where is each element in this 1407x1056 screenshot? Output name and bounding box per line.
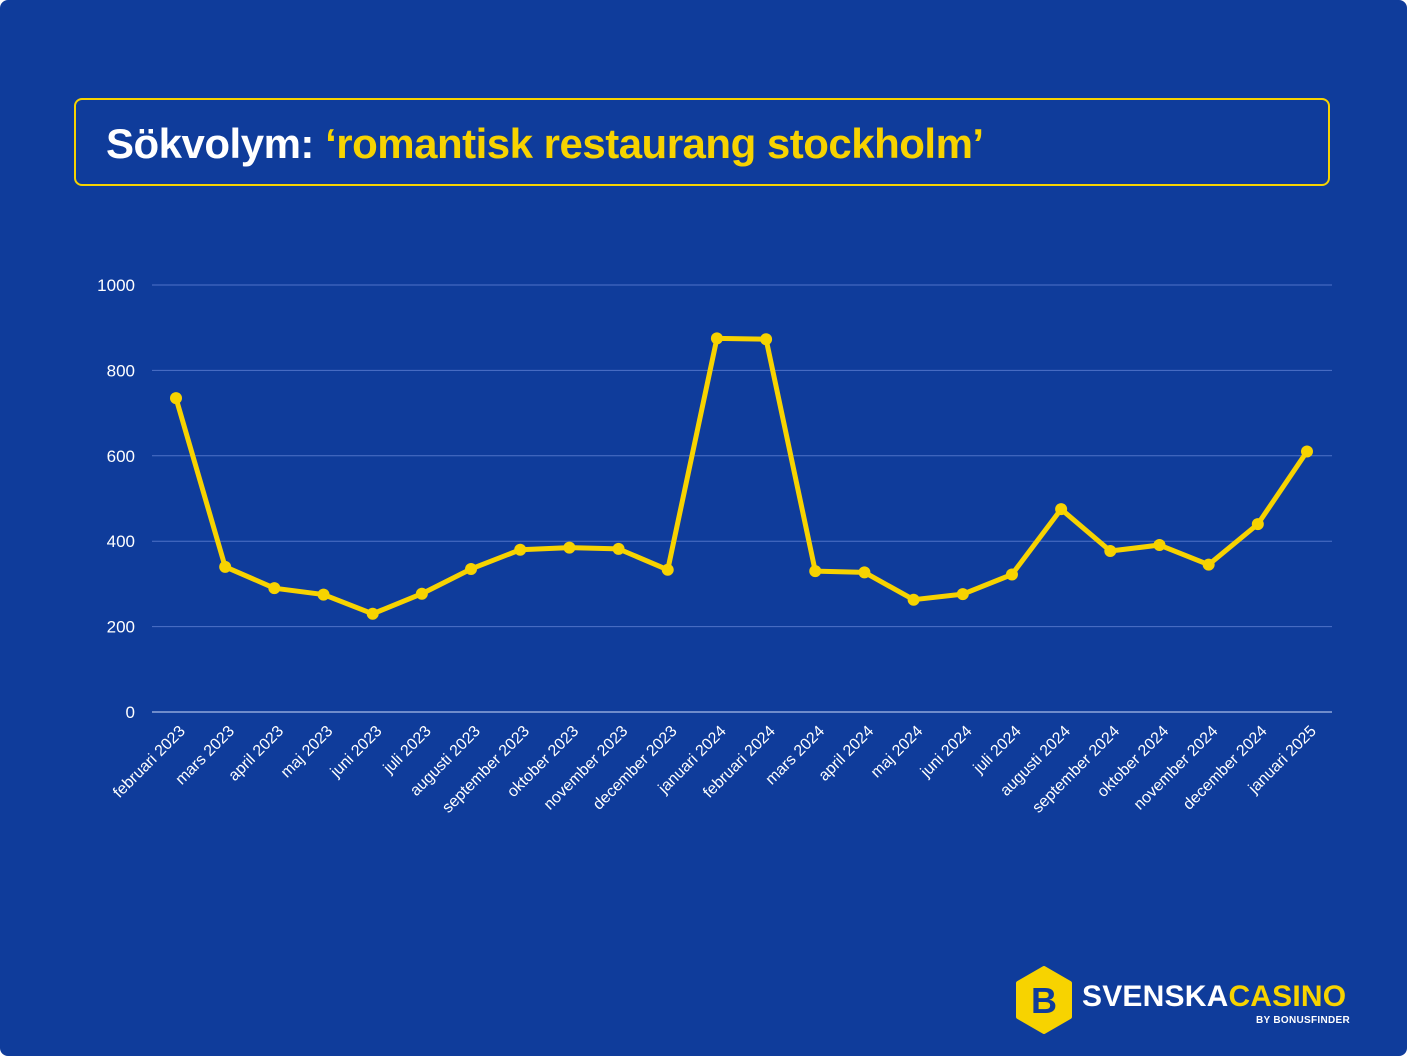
y-tick-label: 400 (107, 532, 135, 551)
data-point (366, 607, 379, 620)
data-point (661, 563, 674, 576)
y-tick-label: 200 (107, 618, 135, 637)
data-point (1005, 568, 1018, 581)
logo-wordmark: SVENSKACASINO (1082, 980, 1346, 1014)
x-tick-label: december 2023 (590, 723, 681, 814)
x-tick-label: november 2024 (1131, 723, 1222, 814)
x-tick-label: juni 2023 (327, 723, 386, 782)
y-tick-label: 1000 (97, 276, 135, 295)
logo-word-yellow: CASINO (1228, 980, 1347, 1013)
x-tick-label: maj 2023 (278, 723, 337, 782)
x-tick-label: november 2023 (541, 723, 632, 814)
data-point (907, 593, 920, 606)
data-point (858, 566, 871, 579)
x-tick-label: september 2023 (439, 723, 533, 817)
data-point (1055, 503, 1068, 516)
data-point (563, 541, 576, 554)
data-point (1301, 445, 1313, 458)
y-axis-ticks: 0 200 400 600 800 1000 (97, 276, 135, 722)
data-point (760, 333, 773, 346)
brand-logo: B SVENSKACASINO BY BONUSFINDER (1014, 966, 1354, 1038)
bonusfinder-b-icon: B (1016, 966, 1072, 1034)
x-tick-label: juni 2024 (917, 723, 976, 782)
data-point (1202, 558, 1215, 571)
y-tick-label: 0 (126, 703, 135, 722)
data-point (317, 588, 330, 601)
data-point (1104, 545, 1117, 558)
title-query: ‘romantisk restaurang stockholm’ (325, 120, 984, 167)
data-point (710, 332, 723, 345)
x-tick-label: september 2024 (1029, 723, 1123, 817)
x-tick-label: februari 2023 (110, 723, 189, 802)
data-point (1153, 539, 1166, 552)
series-line (173, 335, 1310, 617)
data-point (268, 582, 281, 595)
data-point (219, 560, 232, 573)
data-point (612, 542, 625, 555)
badge-letter: B (1031, 980, 1057, 1021)
logo-word-white: SVENSKA (1082, 980, 1229, 1013)
series-layer (170, 332, 1313, 620)
logo-tagline: BY BONUSFINDER (1255, 1015, 1350, 1026)
data-point (956, 588, 969, 601)
y-tick-label: 800 (107, 361, 135, 380)
page-title: Sökvolym: ‘romantisk restaurang stockhol… (106, 120, 984, 168)
data-point (514, 543, 527, 556)
grid-lines (152, 284, 1332, 713)
y-tick-label: 600 (107, 447, 135, 466)
title-prefix: Sökvolym: (106, 120, 314, 167)
data-point (809, 565, 822, 578)
x-tick-label: december 2024 (1180, 723, 1271, 814)
data-point (465, 562, 478, 575)
title-box: Sökvolym: ‘romantisk restaurang stockhol… (74, 98, 1330, 186)
data-point (415, 587, 428, 600)
x-tick-label: maj 2024 (868, 723, 927, 782)
data-point (1251, 518, 1264, 531)
data-point (170, 392, 182, 405)
